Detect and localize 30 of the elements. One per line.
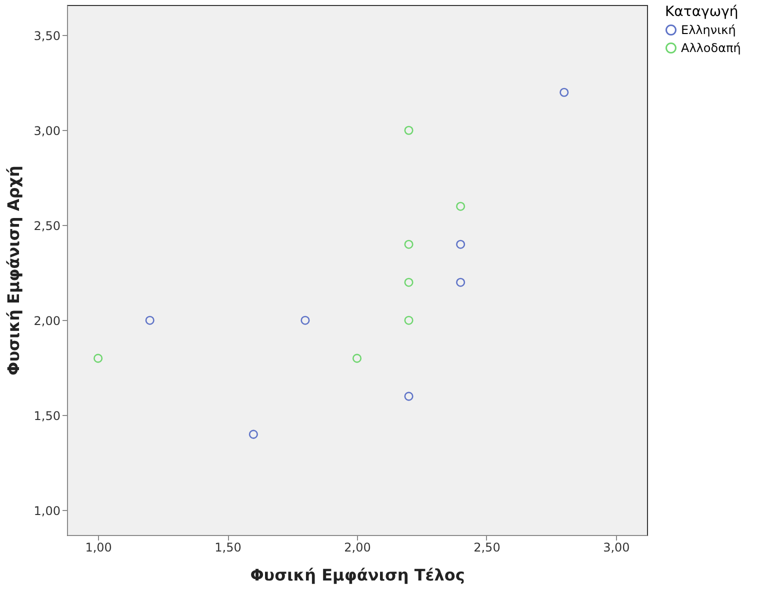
x-tick-label: 2,00	[344, 540, 371, 554]
point	[145, 316, 154, 325]
point	[456, 202, 466, 211]
x-axis-title: Φυσική Εμφάνιση Τέλος	[250, 566, 465, 584]
point	[404, 316, 414, 325]
point	[300, 316, 310, 325]
point	[456, 240, 466, 249]
point	[352, 354, 362, 363]
point	[404, 392, 414, 401]
point	[248, 430, 258, 439]
point	[404, 278, 414, 287]
legend-label: Ελληνική	[681, 23, 736, 37]
y-tick-label: 2,00	[34, 314, 60, 328]
x-tick-label: 2,50	[474, 540, 500, 554]
y-tick-label: 3,50	[34, 28, 60, 43]
point	[94, 354, 103, 363]
point	[456, 278, 466, 287]
y-axis-title: Φυσική Εμφάνιση Αρχή	[4, 166, 23, 376]
point	[404, 240, 414, 249]
y-tick-label: 1,50	[34, 408, 60, 423]
y-tick-label: 2,50	[34, 218, 60, 233]
y-tick-label: 3,00	[34, 124, 60, 138]
point	[404, 126, 414, 135]
x-tick-label: 3,00	[603, 540, 630, 554]
x-tick-label: 1,00	[85, 540, 112, 554]
x-tick-label: 1,50	[214, 540, 242, 554]
y-tick-label: 1,00	[34, 504, 60, 518]
legend-title: Καταγωγή	[665, 4, 738, 20]
point	[560, 88, 569, 97]
legend-label: Αλλοδαπή	[681, 41, 741, 55]
